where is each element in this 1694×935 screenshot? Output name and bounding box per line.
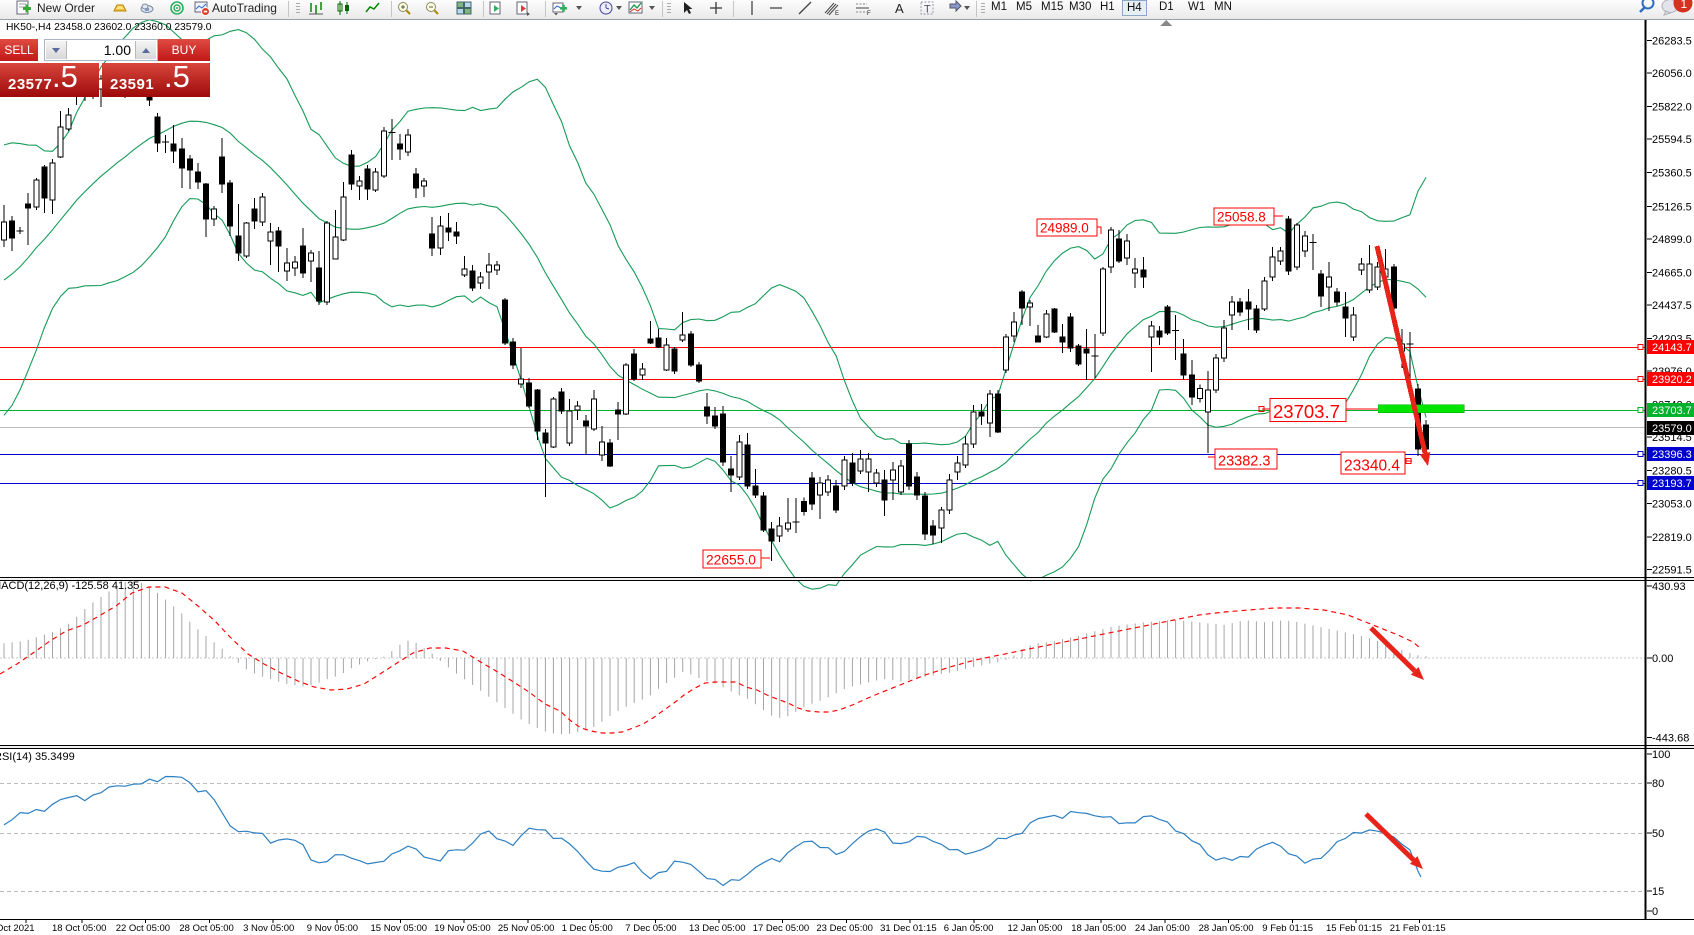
- svg-text:3 Nov 05:00: 3 Nov 05:00: [243, 923, 294, 934]
- svg-text:23340.4: 23340.4: [1344, 458, 1400, 475]
- svg-text:23280.5: 23280.5: [1652, 466, 1692, 478]
- svg-text:24665.0: 24665.0: [1652, 267, 1692, 279]
- svg-text:25058.8: 25058.8: [1217, 210, 1266, 225]
- svg-text:23579.0: 23579.0: [1652, 423, 1692, 435]
- svg-text:HK50-,H4 23458.0 23602.0 2336: HK50-,H4 23458.0 23602.0 23360.0 23579.0: [6, 22, 212, 33]
- svg-text:1 Dec 05:00: 1 Dec 05:00: [562, 923, 613, 934]
- svg-text:12 Jan 05:00: 12 Jan 05:00: [1008, 923, 1063, 934]
- svg-text:22 Oct 05:00: 22 Oct 05:00: [116, 923, 170, 934]
- svg-text:0: 0: [1652, 906, 1658, 918]
- svg-text:17 Dec 05:00: 17 Dec 05:00: [753, 923, 810, 934]
- svg-text:19 Nov 05:00: 19 Nov 05:00: [434, 923, 491, 934]
- svg-text:23382.3: 23382.3: [1218, 454, 1270, 470]
- svg-text:24 Jan 05:00: 24 Jan 05:00: [1135, 923, 1190, 934]
- svg-text:23514.5: 23514.5: [1652, 432, 1692, 444]
- svg-text:1: 1: [1681, 0, 1688, 11]
- svg-text:23 Dec 05:00: 23 Dec 05:00: [816, 923, 873, 934]
- svg-text:22591.5: 22591.5: [1652, 564, 1692, 576]
- svg-text:25594.5: 25594.5: [1652, 134, 1692, 146]
- svg-text:MACD(12,26,9) -125.58 41.35: MACD(12,26,9) -125.58 41.35: [0, 580, 139, 592]
- svg-text:E: E: [835, 11, 839, 17]
- svg-text:80: 80: [1652, 778, 1664, 790]
- svg-text:28 Jan 05:00: 28 Jan 05:00: [1199, 923, 1254, 934]
- svg-text:25360.5: 25360.5: [1652, 168, 1692, 180]
- svg-text:23053.0: 23053.0: [1652, 498, 1692, 510]
- svg-text:24437.5: 24437.5: [1652, 300, 1692, 312]
- svg-text:24143.7: 24143.7: [1652, 342, 1692, 354]
- svg-text:100: 100: [1652, 749, 1670, 761]
- svg-text:23193.7: 23193.7: [1652, 478, 1692, 490]
- svg-text:18 Oct 05:00: 18 Oct 05:00: [52, 923, 106, 934]
- svg-text:6 Jan 05:00: 6 Jan 05:00: [944, 923, 994, 934]
- svg-text:26283.5: 26283.5: [1652, 36, 1692, 48]
- svg-text:Oct 2021: Oct 2021: [0, 923, 35, 934]
- svg-text:22819.0: 22819.0: [1652, 532, 1692, 544]
- svg-text:25822.0: 25822.0: [1652, 102, 1692, 114]
- svg-text:13 Dec 05:00: 13 Dec 05:00: [689, 923, 746, 934]
- svg-text:T: T: [924, 4, 931, 16]
- svg-text:23703.7: 23703.7: [1273, 401, 1340, 422]
- svg-text:23396.3: 23396.3: [1652, 449, 1692, 461]
- svg-text:7 Dec 05:00: 7 Dec 05:00: [625, 923, 676, 934]
- svg-text:25 Nov 05:00: 25 Nov 05:00: [498, 923, 555, 934]
- svg-text:24899.0: 24899.0: [1652, 234, 1692, 246]
- svg-text:22655.0: 22655.0: [706, 553, 756, 568]
- svg-text:15 Nov 05:00: 15 Nov 05:00: [371, 923, 428, 934]
- svg-text:23920.2: 23920.2: [1652, 374, 1692, 386]
- svg-text:24989.0: 24989.0: [1040, 221, 1089, 236]
- svg-text:0.00: 0.00: [1652, 653, 1673, 665]
- svg-text:-443.68: -443.68: [1652, 732, 1689, 744]
- svg-text:31 Dec 01:15: 31 Dec 01:15: [880, 923, 937, 934]
- svg-text:23703.7: 23703.7: [1652, 405, 1692, 417]
- svg-text:25126.5: 25126.5: [1652, 201, 1692, 213]
- svg-text:15 Feb 01:15: 15 Feb 01:15: [1326, 923, 1382, 934]
- svg-text:18 Jan 05:00: 18 Jan 05:00: [1071, 923, 1126, 934]
- svg-text:28 Oct 05:00: 28 Oct 05:00: [179, 923, 233, 934]
- svg-text:21 Feb 01:15: 21 Feb 01:15: [1390, 923, 1446, 934]
- svg-text:9 Feb 01:15: 9 Feb 01:15: [1262, 923, 1313, 934]
- svg-text:430.93: 430.93: [1652, 581, 1686, 593]
- svg-text:F: F: [867, 11, 871, 17]
- svg-text:9 Nov 05:00: 9 Nov 05:00: [307, 923, 358, 934]
- svg-text:15: 15: [1652, 886, 1664, 898]
- svg-text:50: 50: [1652, 828, 1664, 840]
- svg-text:RSI(14) 35.3499: RSI(14) 35.3499: [0, 751, 75, 763]
- svg-text:26056.0: 26056.0: [1652, 68, 1692, 80]
